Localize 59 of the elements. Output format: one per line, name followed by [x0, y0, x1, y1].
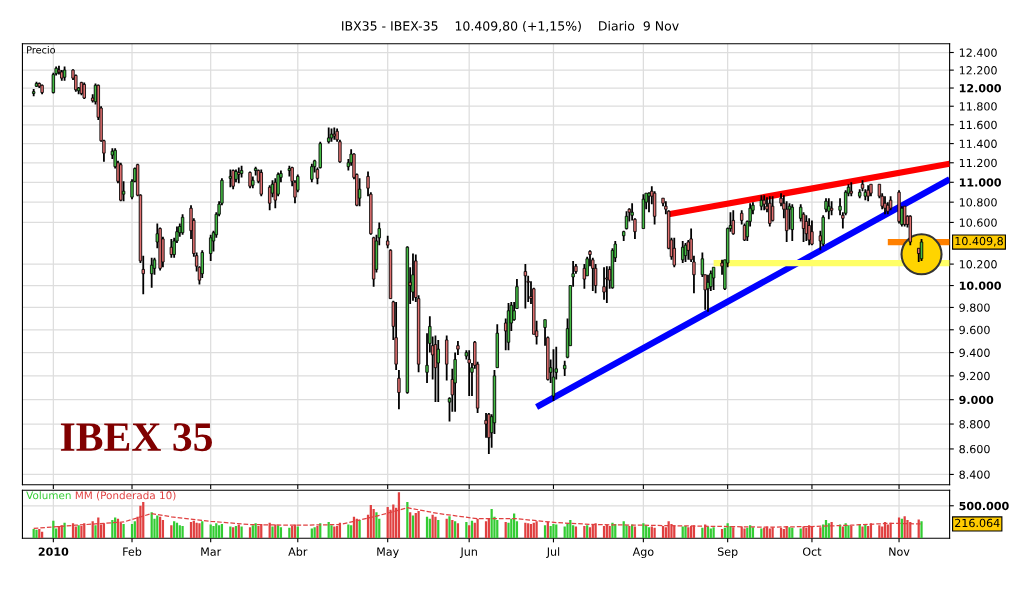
y-tick-label: 11.000: [959, 178, 1001, 187]
y-tick-label: 12.200: [959, 66, 997, 75]
x-tick-label: Abr: [288, 547, 308, 556]
candlestick: [602, 266, 606, 301]
x-tick-label: 2010: [38, 547, 69, 556]
candlestick: [310, 162, 314, 184]
x-tick-label: Jul: [546, 547, 560, 558]
bar: [94, 525, 97, 539]
series-label: MM (Ponderada 10): [75, 491, 176, 501]
bar: [181, 525, 184, 539]
y-tick-label: 11.200: [959, 158, 997, 168]
chart-title: IBX35 - IBEX-35 10.409,80 (+1,15%) Diario 9 Nov: [342, 20, 679, 33]
candlestick: [357, 177, 362, 208]
bar: [32, 529, 35, 539]
candlestick: [652, 190, 657, 226]
y-tick-label: 9.400: [959, 348, 990, 357]
y-tick-label: 8.600: [959, 444, 990, 454]
y-tick-label: 12.000: [959, 84, 1001, 93]
candlestick: [209, 233, 213, 262]
x-tick-label: Jun: [459, 547, 477, 558]
y-tick-label: 9.800: [959, 303, 990, 312]
text: 216.064: [955, 518, 1000, 528]
y-tick-label: 11.600: [959, 120, 997, 130]
y-tick-label: 10.000: [959, 281, 1001, 290]
y-tick-label: 8.800: [959, 420, 990, 429]
y-tick-label: 11.800: [959, 102, 997, 111]
x-tick-label: Ago: [632, 547, 654, 558]
y-tick-label: 10.200: [959, 260, 997, 269]
bar: [712, 527, 715, 539]
candlestick: [397, 369, 401, 411]
y-tick-label: 11.400: [959, 139, 997, 148]
y-tick-label: 9.200: [959, 371, 990, 381]
x-tick-label: Sep: [717, 547, 738, 558]
y-tick-label: 9.600: [959, 325, 990, 335]
candlestick: [487, 412, 491, 455]
y-tick-label: 500.000: [959, 501, 1009, 511]
y-tick-label: 10.800: [959, 198, 997, 207]
y-tick-label: 8.400: [959, 470, 990, 479]
y-tick-label: 12.400: [959, 48, 997, 57]
x-tick-label: May: [377, 547, 399, 558]
candlestick: [681, 240, 685, 264]
y-tick-label: 9.000: [959, 395, 994, 405]
candlestick: [706, 273, 710, 313]
candlestick: [807, 217, 811, 247]
x-tick-label: Nov: [889, 547, 910, 556]
candlestick: [770, 195, 775, 223]
annotation: 10.409,8: [955, 236, 1003, 247]
x-tick-label: Oct: [802, 547, 822, 556]
candlestick: [436, 339, 440, 404]
candlestick: [810, 219, 814, 247]
text: Volumen: [26, 491, 71, 500]
y-axis-title: Precio: [27, 46, 56, 54]
annotation: IBEX 35: [60, 423, 212, 452]
candlestick: [605, 265, 609, 304]
x-tick-label: Mar: [201, 547, 222, 556]
candlestick: [523, 263, 528, 310]
y-tick-label: 10.600: [959, 218, 997, 227]
bar: [170, 525, 173, 539]
x-tick-label: Feb: [123, 547, 142, 556]
